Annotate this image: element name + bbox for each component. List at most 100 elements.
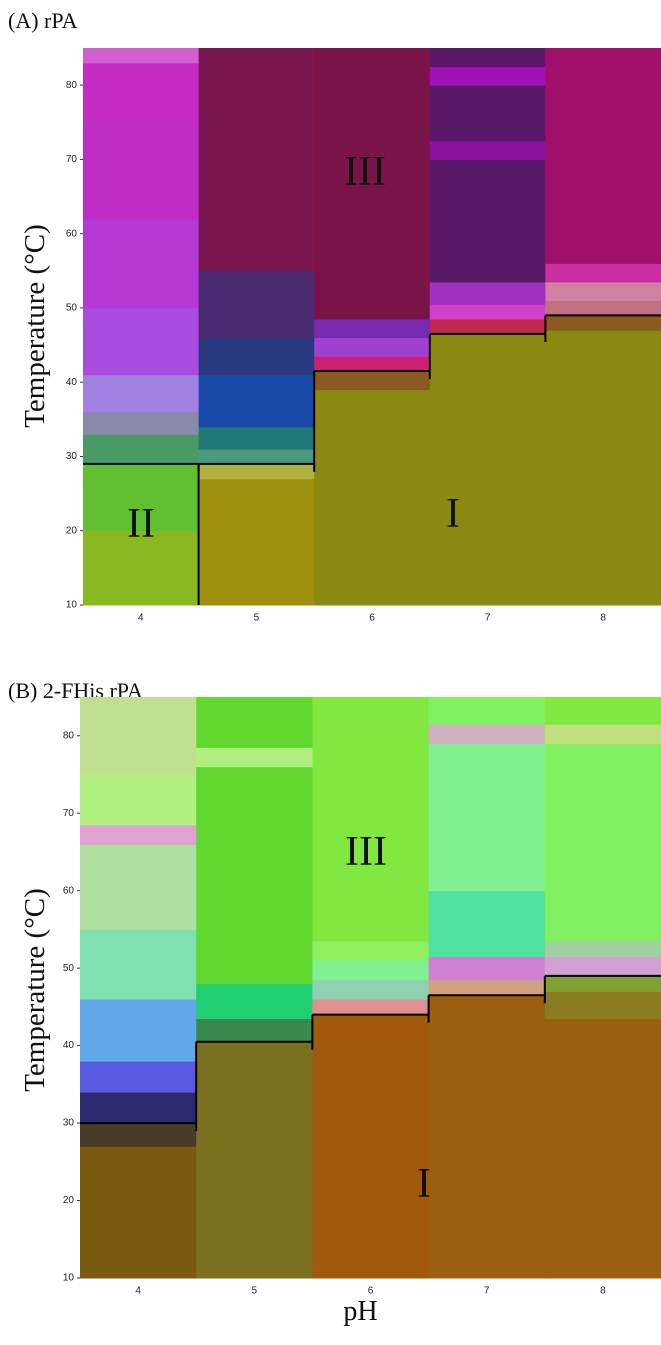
heat-cell [80, 1061, 197, 1093]
y-tick-label: 30 [63, 1118, 75, 1129]
y-tick-label: 60 [66, 228, 78, 239]
heat-cell [83, 463, 200, 532]
x-axis-label: pH [343, 1296, 377, 1327]
heat-cell [83, 122, 200, 220]
heat-cell [544, 941, 661, 958]
heat-cell [198, 426, 315, 450]
heat-cell [83, 530, 200, 606]
heat-cell [83, 48, 200, 64]
y-tick-label: 30 [66, 451, 78, 462]
heat-cell [428, 956, 546, 981]
heat-cell [198, 337, 315, 376]
heat-cell [80, 844, 197, 930]
x-tick-label: 5 [254, 613, 260, 624]
y-tick-label: 50 [66, 303, 78, 314]
heat-cell [83, 218, 200, 309]
heat-cell [196, 766, 313, 985]
heat-cell [545, 263, 661, 283]
y-tick-label: 70 [63, 808, 75, 819]
y-tick-label: 70 [66, 154, 78, 165]
heat-cell [429, 333, 546, 606]
heat-cell [83, 62, 200, 123]
heat-cell [80, 824, 197, 845]
heat-cell [545, 300, 661, 316]
region-label: II [127, 501, 155, 547]
heat-cell [545, 281, 661, 302]
heat-cell [312, 697, 430, 942]
heat-cell [198, 478, 315, 606]
heat-cell [80, 999, 197, 1062]
heat-cell [544, 743, 661, 942]
heat-cell [312, 1014, 430, 1279]
y-tick-label: 50 [63, 963, 75, 974]
heat-cell [544, 975, 661, 992]
heat-cell [314, 337, 431, 357]
y-axis-label: Temperature (°C) [19, 224, 51, 428]
heat-cell [429, 304, 546, 320]
x-tick-label: 8 [600, 613, 606, 624]
x-tick-label: 4 [135, 1286, 141, 1297]
heat-cell [314, 319, 431, 339]
heat-cell [80, 697, 197, 775]
y-tick-label: 20 [66, 525, 78, 536]
heat-cell [312, 960, 430, 981]
heat-cell [429, 48, 546, 68]
heat-cell [80, 1092, 197, 1124]
y-tick-label: 40 [66, 377, 78, 388]
heat-cell [429, 281, 546, 305]
heat-cell [314, 356, 431, 372]
x-tick-label: 6 [369, 613, 375, 624]
heat-cell [196, 983, 313, 1019]
heat-cell [544, 724, 661, 744]
heat-cell [196, 1041, 313, 1279]
heat-cell [429, 159, 546, 283]
heat-cell [80, 1146, 197, 1279]
heat-cell [544, 956, 661, 977]
heat-cell [545, 315, 661, 331]
heat-cell [314, 371, 431, 391]
heat-cell [428, 697, 546, 725]
heat-cell [198, 270, 315, 339]
heat-cell [545, 48, 661, 264]
heat-cell [429, 66, 546, 86]
heat-cell [196, 1018, 313, 1043]
heat-cell [428, 979, 546, 996]
heat-cell [314, 48, 431, 320]
heat-cell [544, 697, 661, 725]
x-tick-label: 7 [485, 613, 491, 624]
heat-cell [83, 307, 200, 376]
heat-cell [428, 743, 546, 892]
heat-cell [312, 941, 430, 961]
heat-cell [83, 374, 200, 413]
heat-cell [429, 140, 546, 160]
x-tick-label: 6 [368, 1286, 374, 1297]
heat-cell [428, 995, 546, 1279]
heat-cell [198, 449, 315, 465]
heat-cell [198, 374, 315, 428]
y-tick-label: 10 [63, 1273, 75, 1284]
x-tick-label: 8 [600, 1286, 606, 1297]
heat-cell [544, 991, 661, 1019]
x-tick-label: 5 [252, 1286, 258, 1297]
x-tick-label: 4 [138, 613, 144, 624]
heat-cell [429, 319, 546, 335]
heat-cell [545, 330, 661, 606]
heat-cell [312, 979, 430, 1000]
heat-cell [80, 1123, 197, 1147]
y-tick-label: 40 [63, 1040, 75, 1051]
heat-cell [196, 747, 313, 768]
heat-cell [314, 389, 431, 606]
y-axis-label: Temperature (°C) [19, 888, 51, 1092]
region-label: I [417, 1161, 431, 1207]
heat-cell [428, 890, 546, 958]
heat-cell [196, 697, 313, 748]
heat-cell [198, 463, 315, 480]
x-tick-label: 7 [484, 1286, 490, 1297]
heat-cell [83, 411, 200, 435]
heat-cell [312, 999, 430, 1016]
heat-cell [80, 929, 197, 1000]
heat-cell [429, 85, 546, 142]
heat-cell [83, 434, 200, 465]
heat-cell [428, 724, 546, 744]
